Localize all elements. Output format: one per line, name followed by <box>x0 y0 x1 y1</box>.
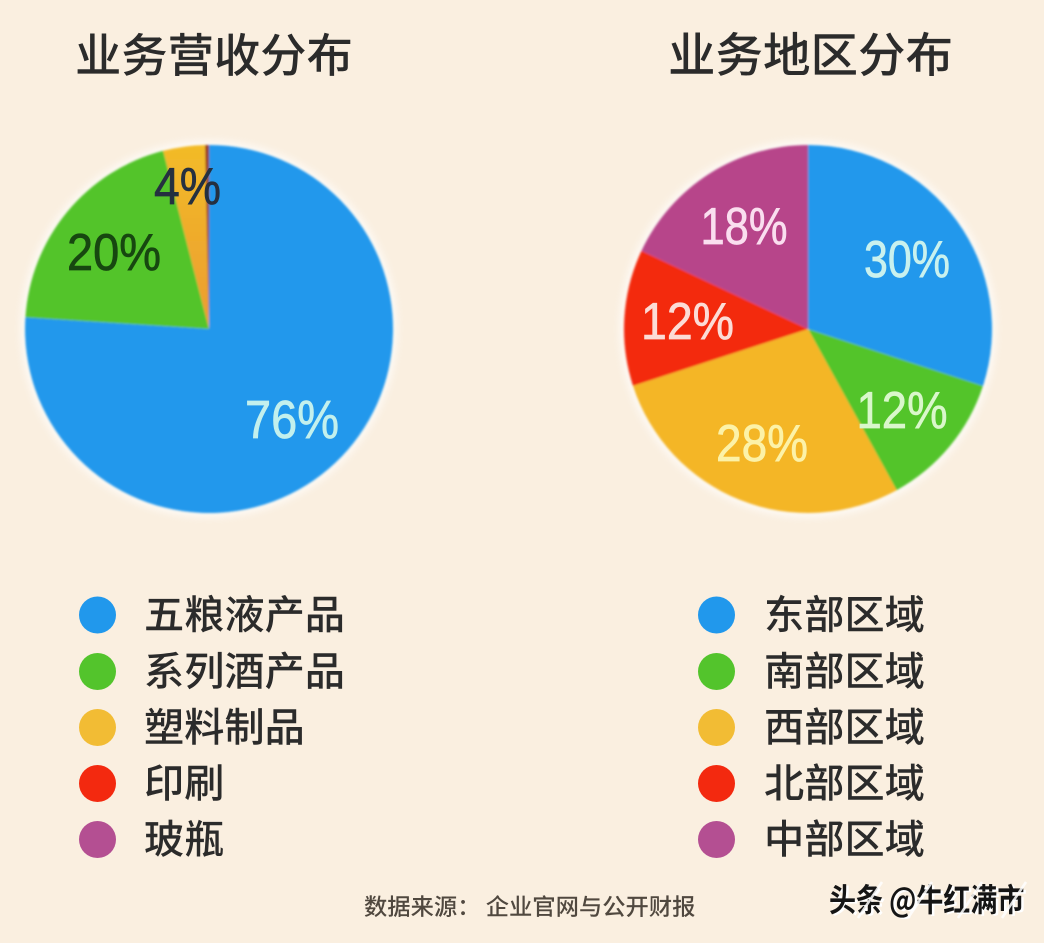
svg-text:30%: 30% <box>864 231 950 289</box>
svg-text:12%: 12% <box>641 293 734 351</box>
svg-text:4%: 4% <box>154 158 221 216</box>
svg-text:76%: 76% <box>245 390 339 450</box>
svg-text:20%: 20% <box>67 224 161 282</box>
svg-text:28%: 28% <box>716 415 808 473</box>
svg-text:18%: 18% <box>701 198 788 256</box>
svg-text:12%: 12% <box>857 382 948 440</box>
